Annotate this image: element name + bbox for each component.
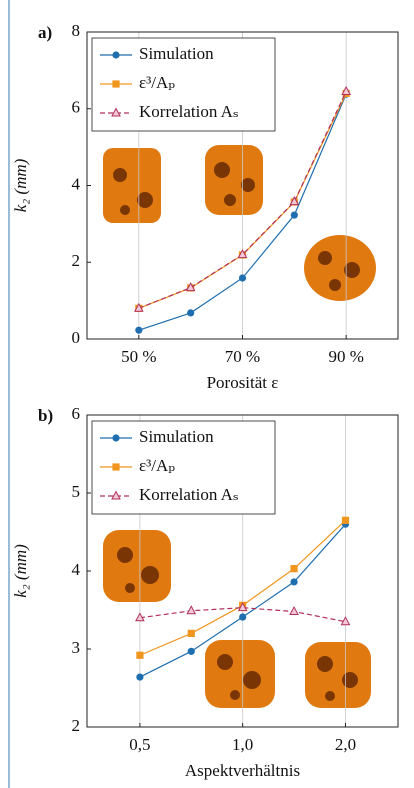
y-tick-label: 6 [72,98,81,117]
point [187,629,195,637]
point [237,602,248,612]
point [290,565,298,573]
x-tick-label: 90 % [328,347,363,366]
y-tick-label: 4 [72,560,81,579]
y-axis-label: k₂ (mm) [11,544,30,598]
x-tick-label: 2,0 [335,735,356,754]
point [341,516,350,524]
render [205,145,263,215]
render [103,148,161,223]
y-tick-label: 2 [72,251,81,270]
legend-marker [112,80,120,88]
legend-label: Korrelation Aₛ [139,485,239,504]
legend-marker [112,51,120,59]
point [187,309,195,317]
point [186,605,197,615]
legend-label: Simulation [139,44,214,63]
point [340,616,351,626]
point [187,647,195,655]
x-axis-label: Porosität ε [207,373,279,392]
point [289,605,299,616]
point [136,673,144,681]
panel-label: b) [38,406,53,425]
y-tick-label: 4 [72,174,81,193]
point [238,274,247,282]
plot-frame [86,31,399,340]
y-tick-label: 2 [72,716,81,735]
point [135,326,143,334]
structure-renders [103,145,376,708]
legend-marker [112,463,120,471]
render [205,640,275,708]
y-axis-label: k₂ (mm) [11,158,30,212]
x-tick-label: 1,0 [232,735,253,754]
x-tick-label: 50 % [121,347,156,366]
legend-label: ε³/Aₚ [139,456,175,475]
point [136,651,144,659]
legend-label: Korrelation Aₛ [139,102,239,121]
point [290,578,298,586]
x-tick-label: 70 % [225,347,260,366]
y-tick-label: 5 [72,482,81,501]
legend: Simulation ε³/Aₚ Korrelation Aₛ [91,420,276,515]
plot-frame [86,414,399,728]
point [185,282,196,292]
y-tick-label: 0 [72,328,81,347]
x-tick-label: 0,5 [129,735,150,754]
legend-marker [112,434,120,442]
panel: 50 % 70 % 90 % 0 2 4 6 8 a) Porosität ε k₂ (mm) Sim… [11,21,399,392]
render [304,235,376,301]
x-axis-label: Aspektverhältnis [185,761,300,780]
point [341,85,352,95]
point [290,211,298,219]
point [239,613,247,621]
legend-label: ε³/Aₚ [139,73,175,92]
y-tick-label: 6 [72,404,81,423]
panel: 0,5 1,0 2,0 2 3 4 5 6 b) Aspektverhältnis k₂ (mm) S… [11,404,399,780]
render [305,642,371,708]
render [103,530,171,602]
point [135,612,145,622]
legend-marker [111,490,121,500]
y-tick-label: 8 [72,21,81,40]
y-tick-label: 3 [72,638,81,657]
panel-label: a) [38,23,52,42]
legend-marker [111,107,121,117]
point [289,196,300,206]
series-line [139,607,346,623]
point [133,302,144,312]
legend: Simulation ε³/Aₚ Korrelation Aₛ [91,37,276,132]
legend-label: Simulation [139,427,214,446]
point [237,249,248,259]
